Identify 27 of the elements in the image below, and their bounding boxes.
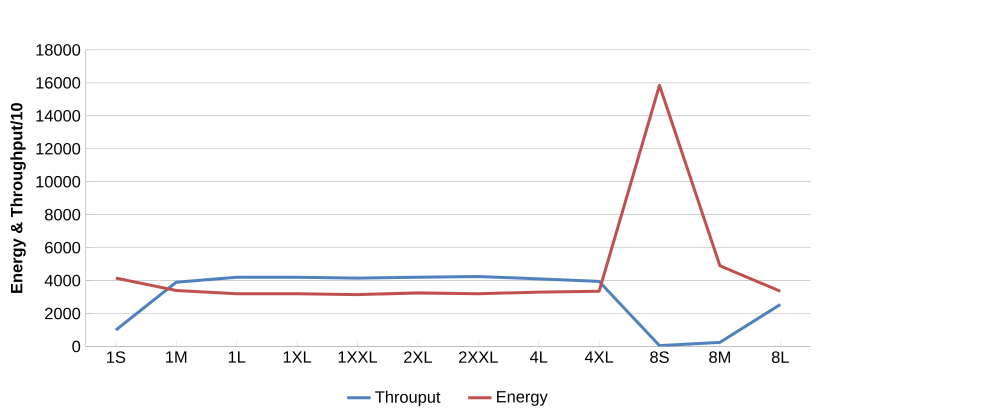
x-tick-label: 1XXL	[338, 351, 378, 363]
x-tick-label: 8S	[650, 351, 669, 364]
y-tick-label: 2000	[45, 308, 80, 320]
line-series	[114, 84, 782, 296]
x-tick-label: 1L	[228, 351, 246, 363]
y-tick-label: 12000	[36, 143, 80, 155]
x-tick-label: 8M	[709, 351, 730, 364]
y-tick-label: 10000	[36, 176, 80, 188]
y-tick-label: 8000	[45, 209, 80, 221]
x-tick-label: 1M	[166, 351, 186, 363]
y-tick-label: 18000	[36, 44, 80, 56]
y-tick-label: 16000	[36, 77, 80, 89]
line-series	[114, 275, 782, 347]
x-tick-label: 8L	[772, 351, 789, 364]
y-tick-label: 14000	[36, 110, 80, 122]
x-tick-label: 4XL	[584, 351, 614, 363]
x-tick-label: 4L	[530, 351, 548, 363]
y-axis-title: Energy & Throughput/10	[10, 103, 26, 294]
x-tick-label: 2XL	[404, 351, 432, 363]
y-tick-label: 0	[72, 340, 80, 352]
x-tick-label: 1XL	[284, 351, 312, 363]
x-tick-label: 2XXL	[459, 351, 498, 363]
legend-label: Energy	[497, 391, 548, 406]
y-tick-label: 4000	[44, 274, 80, 287]
x-tick-label: 1S	[107, 351, 126, 364]
legend-label: Throuput	[375, 390, 440, 406]
y-tick-label: 6000	[45, 242, 80, 254]
